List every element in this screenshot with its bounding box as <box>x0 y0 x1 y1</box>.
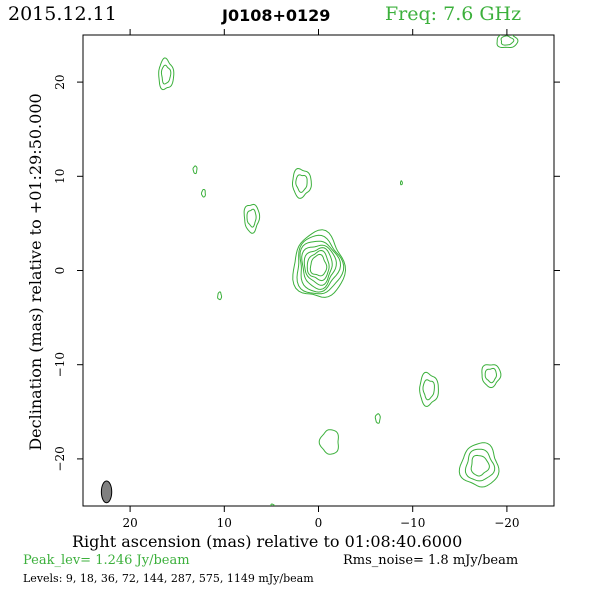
contour-line <box>295 174 308 193</box>
contour-line <box>458 442 500 488</box>
beam-ellipse <box>100 480 113 504</box>
contour-line <box>318 429 339 455</box>
contour-line <box>296 234 345 295</box>
y-tick-label: 20 <box>53 74 67 89</box>
contour-line <box>301 244 337 290</box>
x-tick-label: 0 <box>315 516 323 530</box>
contour-line <box>470 454 490 477</box>
contour-line <box>484 367 498 384</box>
contour-line <box>299 240 342 293</box>
source-name: J0108+0129 <box>222 6 331 25</box>
contour-line <box>419 371 439 407</box>
contour-line <box>500 35 515 46</box>
x-tick-label: −20 <box>494 516 519 530</box>
contour-line <box>217 291 223 301</box>
rms-noise: Rms_noise= 1.8 mJy/beam <box>343 553 519 568</box>
observation-date: 2015.12.11 <box>8 3 117 25</box>
contour-line <box>270 503 275 506</box>
contour-line <box>303 247 333 286</box>
contour-line <box>496 35 519 48</box>
contour-levels: Levels: 9, 18, 36, 72, 144, 287, 575, 11… <box>23 572 314 585</box>
contour-line <box>400 180 403 186</box>
contour-line <box>422 379 435 401</box>
contour-line <box>158 57 175 91</box>
y-tick-label: −20 <box>53 446 67 471</box>
contour-line <box>374 413 381 424</box>
plot-frame <box>82 34 555 507</box>
y-tick-label: 10 <box>53 169 67 184</box>
y-tick-label: −10 <box>53 352 67 377</box>
contour-line <box>481 364 502 389</box>
contour-line <box>243 203 261 234</box>
contour-line <box>160 64 172 85</box>
contour-line <box>192 165 198 175</box>
contour-line <box>309 253 328 277</box>
x-axis-label: Right ascension (mas) relative to 01:08:… <box>72 532 463 551</box>
axis-ticks: 20 10 0 −10 −20 20 10 0 −10 −20 <box>53 29 560 530</box>
contour-line <box>292 167 312 199</box>
peak-level: Peak_lev= 1.246 Jy/beam <box>23 553 190 568</box>
contour-line <box>292 229 347 298</box>
x-tick-label: 20 <box>122 516 137 530</box>
contour-line <box>306 249 330 282</box>
beam-ellipse-layer <box>100 480 113 504</box>
contour-layer <box>158 35 519 506</box>
contour-line <box>201 189 206 198</box>
contour-line <box>464 448 496 482</box>
plot-border <box>82 34 555 507</box>
x-tick-label: −10 <box>400 516 425 530</box>
contour-line <box>246 208 257 228</box>
y-tick-label: 0 <box>53 267 67 275</box>
frequency-label: Freq: 7.6 GHz <box>385 3 522 25</box>
x-tick-label: 10 <box>217 516 232 530</box>
y-axis-label: Declination (mas) relative to +01:29:50.… <box>26 93 45 450</box>
